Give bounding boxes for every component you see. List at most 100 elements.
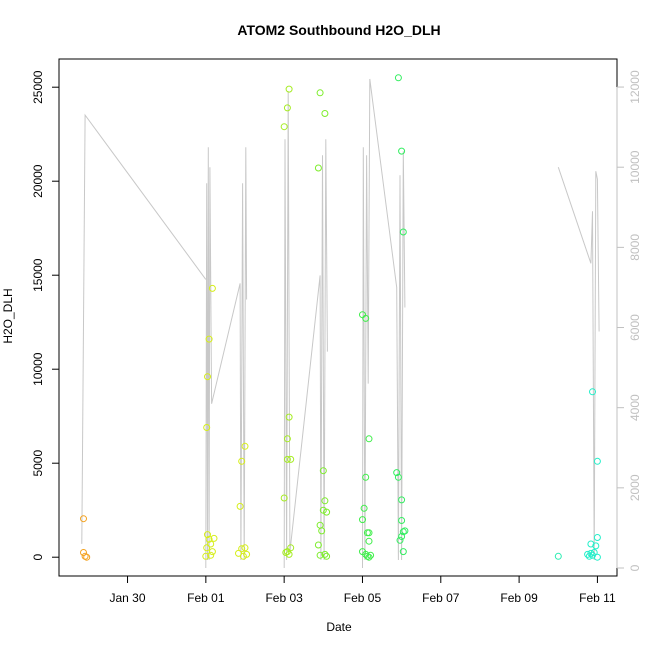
data-point-26 <box>283 104 291 112</box>
data-point-11 <box>207 540 215 548</box>
data-point-40 <box>321 497 329 505</box>
data-point-25 <box>285 85 293 93</box>
data-point-71 <box>401 527 409 535</box>
x-tick-label-3: Feb 05 <box>344 591 382 605</box>
data-point-69 <box>398 517 406 524</box>
data-point-13 <box>210 534 218 542</box>
y-tick-label-3: 15000 <box>31 258 45 292</box>
data-point-72 <box>398 533 406 540</box>
data-point-63 <box>394 74 402 82</box>
x-tick-label-4: Feb 07 <box>422 591 460 605</box>
data-point-61 <box>365 553 373 561</box>
data-point-65 <box>399 228 407 236</box>
x-tick-label-5: Feb 09 <box>500 591 538 605</box>
data-point-50 <box>362 314 370 322</box>
data-point-74 <box>399 548 407 556</box>
data-point-18 <box>241 442 249 450</box>
data-point-76 <box>589 388 596 396</box>
data-point-4 <box>203 424 211 431</box>
data-point-83 <box>587 549 595 557</box>
data-point-31 <box>280 494 288 502</box>
data-point-44 <box>318 527 326 535</box>
data-point-78 <box>593 534 601 541</box>
secondary-line-segment-4 <box>557 167 600 561</box>
data-point-43 <box>316 521 324 529</box>
data-point-9 <box>204 531 211 539</box>
data-point-47 <box>321 550 329 558</box>
plot-frame <box>58 58 618 577</box>
data-point-34 <box>287 544 295 552</box>
data-point-53 <box>360 504 368 512</box>
data-point-51 <box>365 435 373 443</box>
y2-axis: 0 2000 4000 6000 8000 10000 12000 <box>616 70 642 571</box>
y-tick-label-0: 0 <box>31 554 45 561</box>
data-point-42 <box>323 508 331 516</box>
y2-tick-label-2: 4000 <box>628 394 642 421</box>
data-point-12 <box>208 548 216 556</box>
data-point-85 <box>590 549 598 556</box>
data-point-75 <box>554 552 562 560</box>
data-point-22 <box>241 544 249 552</box>
x-axis: Jan 30 Feb 01 Feb 03 Feb 05 Feb 07 Feb 09 Feb … <box>110 575 616 605</box>
y2-tick-label-1: 2000 <box>628 474 642 501</box>
data-point-67 <box>394 473 402 481</box>
data-point-80 <box>592 542 600 550</box>
data-point-5 <box>204 373 211 381</box>
data-point-17 <box>238 457 246 465</box>
data-point-39 <box>319 467 327 475</box>
y-axis: 0 5000 10000 15000 20000 25000 <box>31 70 60 561</box>
data-point-37 <box>321 110 329 117</box>
data-point-77 <box>593 457 601 465</box>
data-point-52 <box>362 473 370 481</box>
y-tick-label-5: 25000 <box>31 70 45 104</box>
x-axis-label: Date <box>326 620 352 634</box>
data-point-64 <box>398 147 406 155</box>
data-point-30 <box>287 455 295 463</box>
y-tick-label-2: 10000 <box>31 352 45 386</box>
data-point-68 <box>398 496 406 504</box>
data-point-16 <box>236 502 244 510</box>
y2-tick-label-6: 12000 <box>628 70 642 104</box>
y2-tick-label-5: 10000 <box>628 150 642 184</box>
data-point-8 <box>203 544 211 552</box>
y-tick-label-4: 20000 <box>31 164 45 198</box>
data-point-27 <box>285 413 293 421</box>
data-point-56 <box>365 529 373 537</box>
data-point-1 <box>80 549 87 556</box>
x-tick-label-2: Feb 03 <box>265 591 303 605</box>
secondary-line-segment-2 <box>283 91 328 569</box>
data-point-86 <box>593 553 601 561</box>
data-point-66 <box>393 469 401 477</box>
data-point-14 <box>202 552 210 560</box>
data-point-6 <box>205 335 213 343</box>
y2-tick-label-0: 0 <box>628 564 642 571</box>
y-tick-label-1: 5000 <box>31 450 45 477</box>
data-point-57 <box>365 537 373 545</box>
data-point-73 <box>396 536 404 544</box>
secondary-line-segment-1 <box>205 147 248 569</box>
data-point-62 <box>367 551 375 559</box>
secondary-line-segment-0 <box>81 113 207 544</box>
data-point-54 <box>359 516 366 524</box>
chart-title: ATOM2 Southbound H2O_DLH <box>237 22 440 38</box>
data-point-7 <box>208 284 216 292</box>
data-point-28 <box>283 435 291 443</box>
y2-tick-label-4: 8000 <box>628 234 642 261</box>
y2-tick-label-3: 6000 <box>628 314 642 341</box>
data-point-0 <box>80 515 87 523</box>
data-point-24 <box>280 123 288 131</box>
data-point-38 <box>314 164 322 172</box>
data-point-15 <box>207 551 215 559</box>
data-point-48 <box>323 552 331 560</box>
y-axis-label: H2O_DLH <box>1 288 15 343</box>
data-point-20 <box>238 545 246 553</box>
data-point-3 <box>83 553 91 561</box>
data-point-45 <box>314 541 322 549</box>
data-point-23 <box>243 550 251 558</box>
data-point-36 <box>316 89 324 97</box>
scatter-points-layer <box>80 74 601 561</box>
data-point-10 <box>205 535 213 543</box>
data-point-29 <box>283 455 291 463</box>
data-point-46 <box>316 551 324 559</box>
